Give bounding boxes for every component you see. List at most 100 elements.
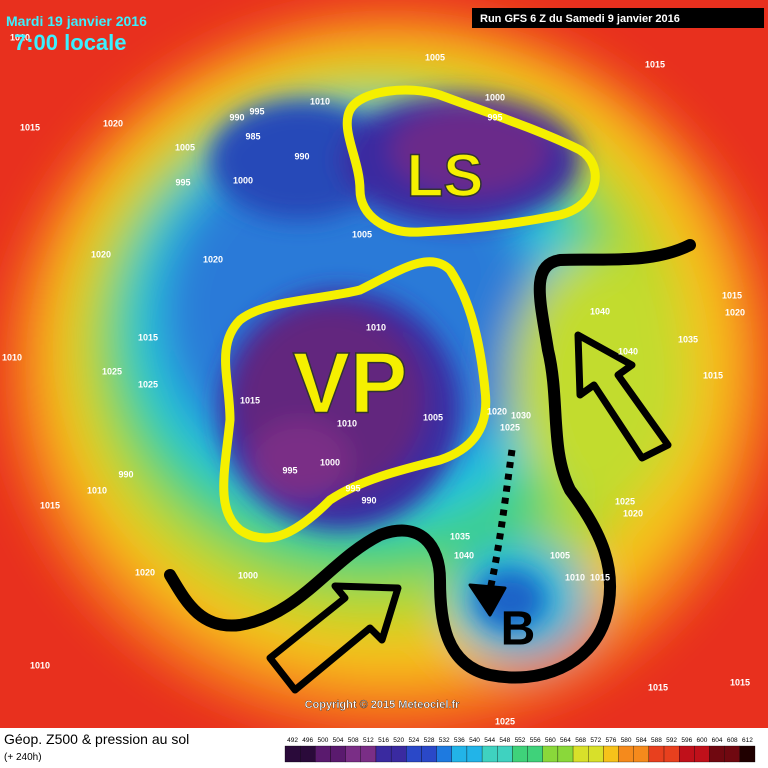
colorbar-cell (451, 745, 468, 763)
colorbar-cell (466, 745, 483, 763)
colorbar-label: 592 (666, 737, 677, 744)
colorbar-cell (679, 745, 695, 763)
colorbar-label: 544 (484, 737, 495, 744)
isobar-label: 1005 (175, 142, 195, 152)
colorbar-cell (512, 745, 528, 763)
isobar-label: 990 (361, 495, 376, 505)
isobar-label: 1015 (730, 677, 750, 687)
colorbar-cell (300, 745, 316, 763)
isobar-label: 995 (282, 465, 297, 475)
isobar-label: 1015 (645, 59, 665, 69)
isobar-label: 995 (249, 106, 264, 116)
colorbar-label: 512 (363, 737, 374, 744)
colorbar-cell (436, 745, 452, 763)
isobar-label: 1010 (2, 352, 22, 362)
colorbar-cell (330, 745, 346, 763)
colorbar-cell (360, 745, 377, 763)
isobar-label: 1040 (590, 306, 610, 316)
colorbar-cell (481, 745, 498, 763)
colorbar-label: 548 (499, 737, 510, 744)
isobar-label: 995 (487, 112, 502, 122)
colorbar-label: 568 (575, 737, 586, 744)
isobar-label: 1040 (454, 550, 474, 560)
colorbar-label: 608 (727, 737, 738, 744)
colorbar-cell (406, 745, 422, 763)
run-box (472, 8, 764, 28)
isobar-label: 1020 (623, 508, 643, 518)
isobar-label: 1025 (102, 366, 122, 376)
ls-outline (342, 85, 600, 237)
colorbar-cell (284, 745, 301, 763)
colorbar: 492 496 500 504 508 512 516 520 524 528 532 536 540 5… (284, 737, 756, 763)
isobar-label: 1015 (722, 290, 742, 300)
colorbar-label: 500 (317, 737, 328, 744)
colorbar-cell (603, 745, 619, 763)
isobar-label: 1005 (423, 412, 443, 422)
colorbar-label: 552 (515, 737, 526, 744)
colorbar-label: 540 (469, 737, 480, 744)
isobar-label: 1005 (425, 52, 445, 62)
colorbar-cell (375, 745, 392, 763)
colorbar-cell (421, 745, 437, 763)
ls-label: LS (407, 142, 484, 209)
trough-line (164, 239, 696, 684)
isobar-label: 1010 (87, 485, 107, 495)
colorbar-cell (345, 745, 361, 763)
colorbar-cell (739, 745, 756, 763)
isobar-label: 1030 (511, 410, 531, 420)
isobar-label: 1035 (450, 531, 470, 541)
isobar-label: 1010 (366, 322, 386, 332)
isobar-label: 1010 (565, 572, 585, 582)
colorbar-cell (542, 745, 559, 763)
colorbar-cell (663, 745, 680, 763)
isobar-label: 1020 (487, 406, 507, 416)
run-label: Run GFS 6 Z du Samedi 9 janvier 2016 (480, 13, 680, 25)
isobar-label: 1000 (485, 92, 505, 102)
colorbar-cell (315, 745, 331, 763)
colorbar-cell (527, 745, 543, 763)
footer-subtitle: (+ 240h) (4, 752, 42, 763)
colorbar-label: 580 (621, 737, 632, 744)
isobar-label: 1015 (240, 395, 260, 405)
colorbar-cell (588, 745, 604, 763)
isobar-label: 1015 (590, 572, 610, 582)
vp-outline (219, 257, 491, 543)
footer-title: Géop. Z500 & pression au sol (4, 731, 189, 747)
colorbar-label: 524 (408, 737, 419, 744)
colorbar-cell (724, 745, 740, 763)
colorbar-cell (557, 745, 574, 763)
isobar-label: 1015 (40, 500, 60, 510)
isobar-label: 990 (118, 469, 133, 479)
colorbar-label: 604 (712, 737, 723, 744)
isobar-label: 1025 (615, 496, 635, 506)
colorbar-label: 504 (333, 737, 344, 744)
isobar-label: 1000 (233, 175, 253, 185)
colorbar-label: 564 (560, 737, 571, 744)
isobar-label: 1000 (320, 457, 340, 467)
colorbar-label: 528 (424, 737, 435, 744)
isobar-label: 985 (245, 131, 260, 141)
colorbar-label: 572 (590, 737, 601, 744)
colorbar-label: 536 (454, 737, 465, 744)
colorbar-label: 496 (302, 737, 313, 744)
isobar-label: 1040 (618, 346, 638, 356)
isobar-label: 1010 (310, 96, 330, 106)
isobar-label: 1035 (678, 334, 698, 344)
isobar-label: 990 (294, 151, 309, 161)
colorbar-cell (390, 745, 407, 763)
isobar-label: 995 (345, 483, 360, 493)
copyright: Copyright © 2015 Meteociel.fr (305, 699, 461, 711)
colorbar-label: 576 (606, 737, 617, 744)
colorbar-label: 556 (530, 737, 541, 744)
isobar-label: 1025 (495, 716, 515, 726)
isobar-label: 1015 (20, 122, 40, 132)
isobar-label: 1005 (550, 550, 570, 560)
colorbar-label: 560 (545, 737, 556, 744)
colorbar-label: 596 (681, 737, 692, 744)
colorbar-label: 600 (697, 737, 708, 744)
isobar-label: 1015 (648, 682, 668, 692)
arrow-east (574, 331, 672, 462)
isobar-label: 995 (175, 177, 190, 187)
isobar-label: 1020 (203, 254, 223, 264)
